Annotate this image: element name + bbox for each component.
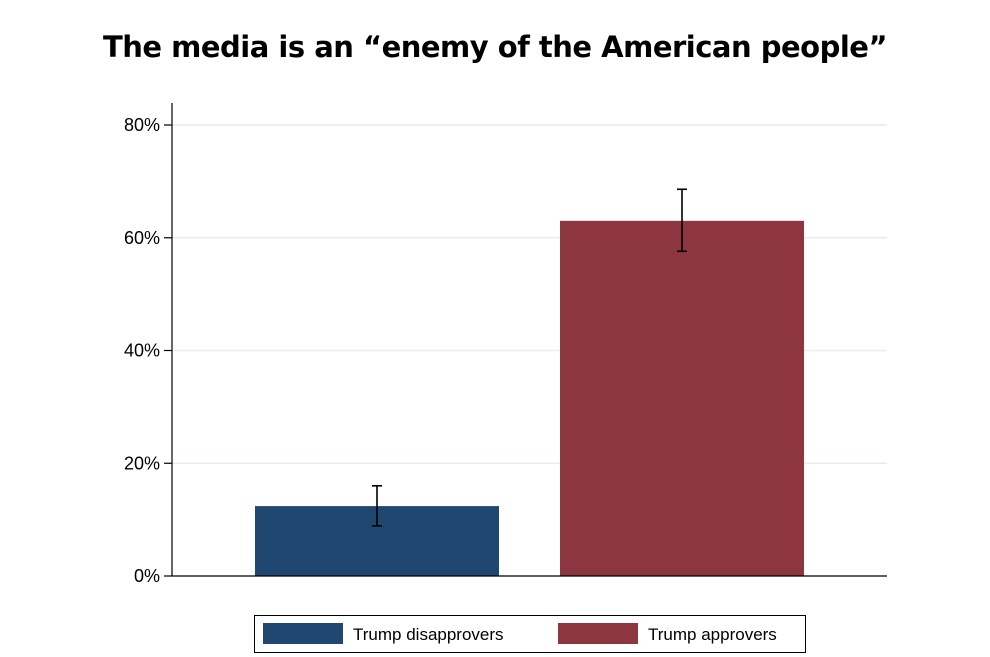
axes: 0% 20% 40% 60% 80%	[124, 103, 887, 586]
y-tick-label: 40%	[124, 341, 160, 361]
y-tick-label: 20%	[124, 453, 160, 473]
y-tick-label: 60%	[124, 228, 160, 248]
error-bars	[372, 188, 687, 527]
y-tick-label: 80%	[124, 115, 160, 135]
legend-swatch	[558, 623, 638, 644]
legend-label: Trump approvers	[648, 625, 777, 644]
legend: Trump disapprovers Trump approvers	[254, 615, 806, 653]
legend-box	[254, 615, 806, 653]
bars	[255, 220, 804, 576]
chart-title: The media is an “enemy of the American p…	[102, 30, 888, 64]
legend-swatch	[263, 623, 343, 644]
legend-label: Trump disapprovers	[353, 625, 504, 644]
y-tick-label: 0%	[134, 566, 160, 586]
bar	[560, 220, 804, 576]
